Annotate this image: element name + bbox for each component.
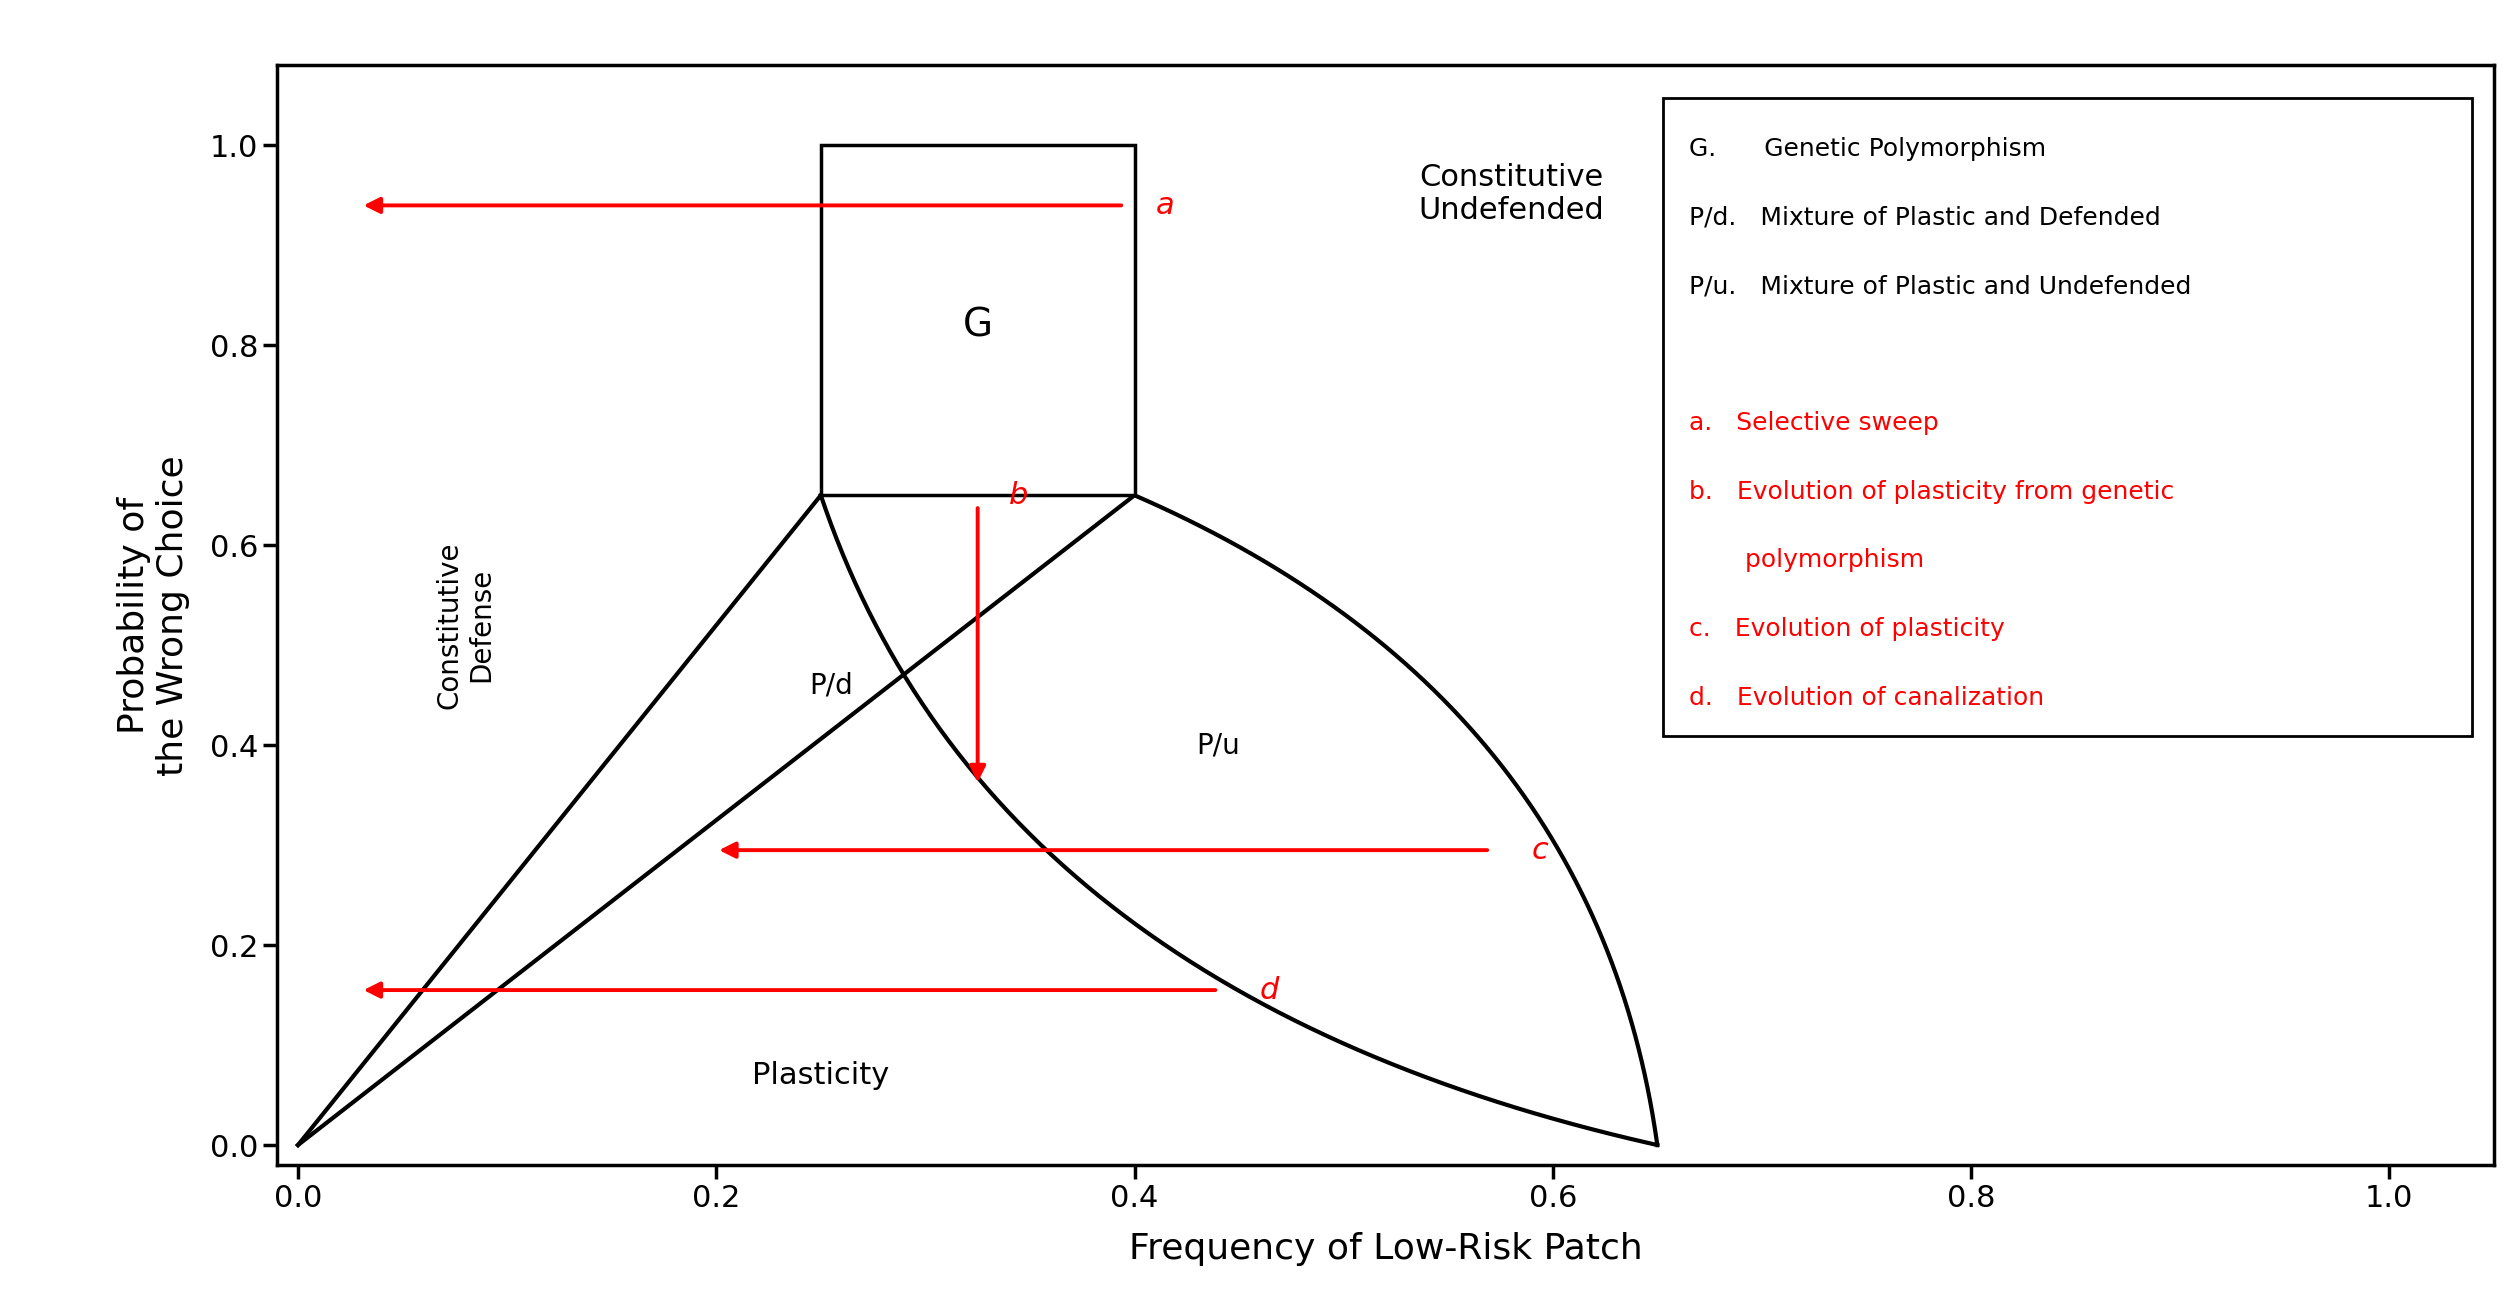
Bar (821, 145, 1134, 495)
Text: b.   Evolution of plasticity from genetic: b. Evolution of plasticity from genetic (1690, 480, 2174, 504)
FancyBboxPatch shape (1663, 98, 2471, 736)
Text: d.   Evolution of canalization: d. Evolution of canalization (1690, 686, 2045, 709)
Text: a: a (1156, 191, 1174, 220)
Text: Constitutive
Defense: Constitutive Defense (436, 542, 496, 709)
Text: G: G (962, 306, 992, 344)
Text: P/u: P/u (1197, 732, 1239, 759)
Text: c: c (1532, 835, 1549, 865)
Text: P/d: P/d (809, 672, 854, 699)
Text: d: d (1260, 975, 1280, 1004)
Text: P/u.   Mixture of Plastic and Undefended: P/u. Mixture of Plastic and Undefended (1690, 274, 2192, 298)
X-axis label: Frequency of Low-Risk Patch: Frequency of Low-Risk Patch (1129, 1232, 1642, 1266)
Text: a.   Selective sweep: a. Selective sweep (1690, 411, 1940, 435)
Y-axis label: Probability of
the Wrong Choice: Probability of the Wrong Choice (116, 456, 191, 775)
Text: Plasticity: Plasticity (753, 1060, 889, 1089)
Text: polymorphism: polymorphism (1690, 548, 1925, 572)
Text: c.   Evolution of plasticity: c. Evolution of plasticity (1690, 617, 2005, 641)
Text: b: b (1010, 480, 1028, 509)
Text: P/d.   Mixture of Plastic and Defended: P/d. Mixture of Plastic and Defended (1690, 206, 2161, 229)
Text: Constitutive
Undefended: Constitutive Undefended (1418, 162, 1605, 225)
Text: G.      Genetic Polymorphism: G. Genetic Polymorphism (1690, 137, 2045, 161)
